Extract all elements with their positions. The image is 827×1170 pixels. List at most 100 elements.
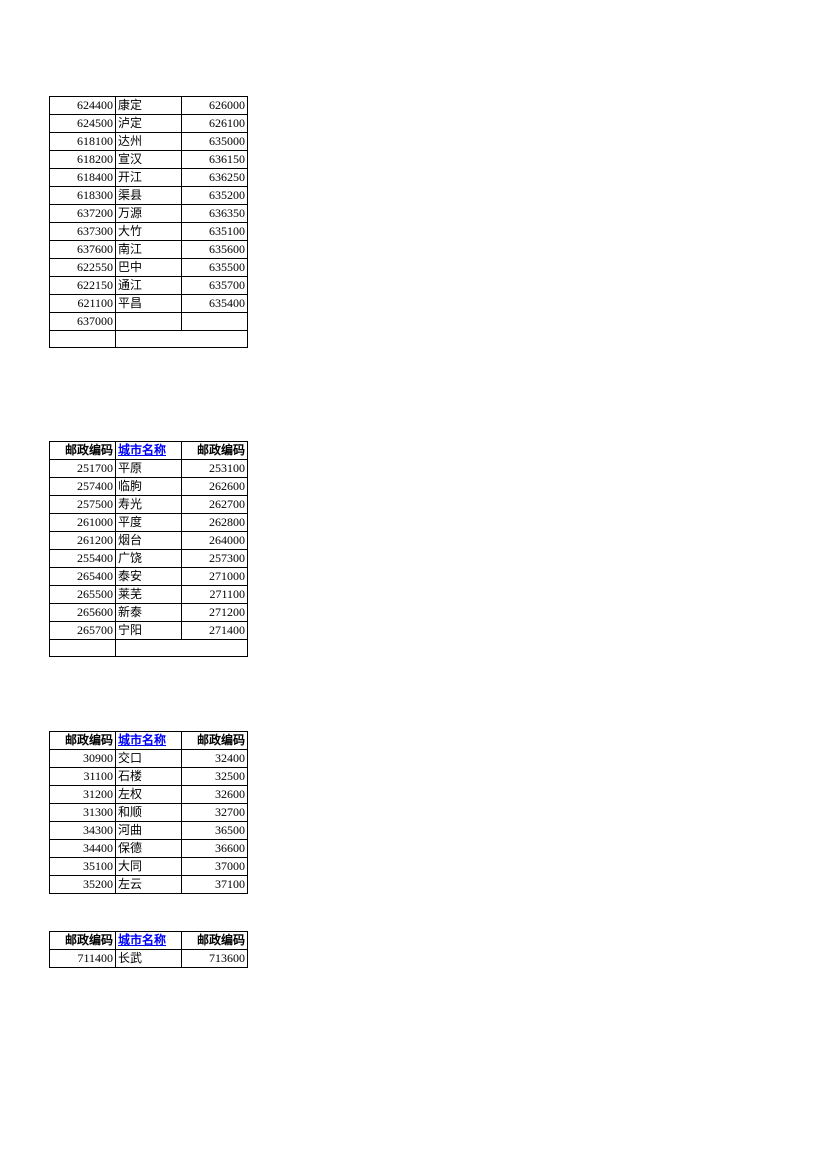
header-row: 邮政编码 城市名称 邮政编码	[50, 732, 248, 750]
postal-table-3: 邮政编码 城市名称 邮政编码 30900 交口 32400 31100 石楼 3…	[49, 731, 248, 894]
postal-code-1: 622150	[50, 277, 116, 295]
city-name: 宣汉	[116, 151, 182, 169]
postal-code-2: 253100	[182, 460, 248, 478]
spacer	[49, 894, 827, 931]
postal-code-1: 621100	[50, 295, 116, 313]
postal-code-2: 32600	[182, 786, 248, 804]
table-row: 624500 泸定 626100	[50, 115, 248, 133]
table-row: 637600 南江 635600	[50, 241, 248, 259]
table-row: 622550 巴中 635500	[50, 259, 248, 277]
postal-code-1: 618200	[50, 151, 116, 169]
city-name: 大竹	[116, 223, 182, 241]
table-row: 637200 万源 636350	[50, 205, 248, 223]
postal-code-2: 626100	[182, 115, 248, 133]
postal-code-1: 257400	[50, 478, 116, 496]
postal-code-1: 31200	[50, 786, 116, 804]
city-name: 平度	[116, 514, 182, 532]
postal-code-1: 624400	[50, 97, 116, 115]
table-row: 265600 新泰 271200	[50, 604, 248, 622]
city-name: 石楼	[116, 768, 182, 786]
page-container: 624400 康定 626000 624500 泸定 626100 618100…	[0, 0, 827, 968]
spacer	[49, 657, 827, 731]
header-city-name-link[interactable]: 城市名称	[116, 732, 182, 750]
postal-code-1: 31100	[50, 768, 116, 786]
city-name: 烟台	[116, 532, 182, 550]
table-4-head: 邮政编码 城市名称 邮政编码	[50, 932, 248, 950]
empty-cell	[50, 331, 116, 348]
postal-code-2: 713600	[182, 950, 248, 968]
table-row: 637300 大竹 635100	[50, 223, 248, 241]
postal-code-1: 34400	[50, 840, 116, 858]
postal-code-1: 265600	[50, 604, 116, 622]
postal-code-2	[182, 313, 248, 331]
postal-code-2: 257300	[182, 550, 248, 568]
city-name: 左权	[116, 786, 182, 804]
header-postal-code-1: 邮政编码	[50, 732, 116, 750]
postal-code-1: 624500	[50, 115, 116, 133]
city-name: 莱芜	[116, 586, 182, 604]
postal-code-1: 711400	[50, 950, 116, 968]
table-row-empty	[50, 331, 248, 348]
postal-code-1: 257500	[50, 496, 116, 514]
city-name: 渠县	[116, 187, 182, 205]
postal-code-2: 635000	[182, 133, 248, 151]
postal-table-1: 624400 康定 626000 624500 泸定 626100 618100…	[49, 96, 248, 348]
postal-code-1: 265700	[50, 622, 116, 640]
postal-code-2: 36500	[182, 822, 248, 840]
postal-code-1: 637300	[50, 223, 116, 241]
postal-code-2: 635100	[182, 223, 248, 241]
postal-code-2: 37000	[182, 858, 248, 876]
table-3-body: 30900 交口 32400 31100 石楼 32500 31200 左权 3…	[50, 750, 248, 894]
table-row: 618400 开江 636250	[50, 169, 248, 187]
postal-code-1: 35200	[50, 876, 116, 894]
city-name: 平原	[116, 460, 182, 478]
postal-code-2: 635200	[182, 187, 248, 205]
city-name: 开江	[116, 169, 182, 187]
table-4-body: 711400 长武 713600	[50, 950, 248, 968]
postal-table-4: 邮政编码 城市名称 邮政编码 711400 长武 713600	[49, 931, 248, 968]
table-row: 265500 莱芜 271100	[50, 586, 248, 604]
table-row: 30900 交口 32400	[50, 750, 248, 768]
table-row: 257400 临朐 262600	[50, 478, 248, 496]
city-name: 南江	[116, 241, 182, 259]
city-name: 交口	[116, 750, 182, 768]
postal-code-1: 261200	[50, 532, 116, 550]
header-city-name-link[interactable]: 城市名称	[116, 932, 182, 950]
city-name: 长武	[116, 950, 182, 968]
postal-code-2: 271000	[182, 568, 248, 586]
postal-code-2: 264000	[182, 532, 248, 550]
postal-code-1: 637600	[50, 241, 116, 259]
header-postal-code-1: 邮政编码	[50, 442, 116, 460]
postal-code-2: 636350	[182, 205, 248, 223]
postal-code-1: 622550	[50, 259, 116, 277]
postal-code-2: 271200	[182, 604, 248, 622]
table-row: 711400 长武 713600	[50, 950, 248, 968]
city-name: 通江	[116, 277, 182, 295]
postal-code-2: 262700	[182, 496, 248, 514]
postal-code-2: 32500	[182, 768, 248, 786]
table-row: 255400 广饶 257300	[50, 550, 248, 568]
header-city-name-link[interactable]: 城市名称	[116, 442, 182, 460]
postal-code-1: 35100	[50, 858, 116, 876]
empty-merged-cell	[116, 640, 248, 657]
table-row: 31300 和顺 32700	[50, 804, 248, 822]
table-row: 265400 泰安 271000	[50, 568, 248, 586]
postal-code-1: 34300	[50, 822, 116, 840]
table-row: 257500 寿光 262700	[50, 496, 248, 514]
table-row: 34400 保德 36600	[50, 840, 248, 858]
city-name: 万源	[116, 205, 182, 223]
postal-code-2: 626000	[182, 97, 248, 115]
table-row: 34300 河曲 36500	[50, 822, 248, 840]
city-name: 广饶	[116, 550, 182, 568]
city-name	[116, 313, 182, 331]
city-name: 宁阳	[116, 622, 182, 640]
header-postal-code-1: 邮政编码	[50, 932, 116, 950]
postal-code-2: 636250	[182, 169, 248, 187]
table-row-empty	[50, 640, 248, 657]
postal-code-2: 262600	[182, 478, 248, 496]
postal-code-1: 261000	[50, 514, 116, 532]
city-name: 新泰	[116, 604, 182, 622]
postal-code-2: 635600	[182, 241, 248, 259]
city-name: 泰安	[116, 568, 182, 586]
postal-code-1: 251700	[50, 460, 116, 478]
